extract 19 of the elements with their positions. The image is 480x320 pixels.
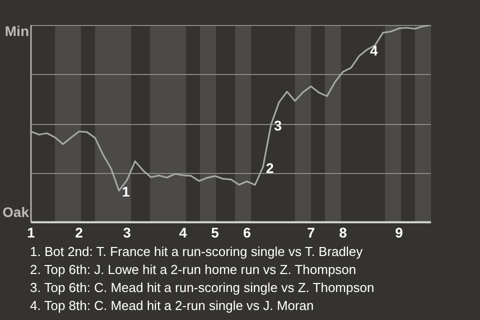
x-tick-label: 5 bbox=[211, 224, 220, 240]
text: Oak bbox=[2, 204, 30, 220]
text: 2. Top 6th: J. Lowe hit a 2-run home run vs Z. Thompson bbox=[30, 261, 358, 279]
x-tick-label: 3 bbox=[123, 224, 132, 240]
text: 4. Top 8th: C. Mead hit a 2-run single vs J. Moran bbox=[30, 297, 315, 315]
annotation: 1 bbox=[122, 184, 130, 200]
x-tick-label: 9 bbox=[395, 224, 404, 240]
text: 1. Bot 2nd: T. France hit a run-scoring single vs T. Bradley bbox=[30, 243, 364, 261]
text: Min bbox=[4, 22, 29, 39]
annotation: 4 bbox=[370, 42, 378, 59]
text: 3. Top 6th: C. Mead hit a run-scoring single vs Z. Thompson bbox=[30, 279, 374, 297]
x-tick-label: 1 bbox=[27, 224, 36, 240]
x-tick-label: 7 bbox=[307, 224, 316, 240]
x-tick-label: 8 bbox=[339, 224, 348, 240]
annotation: 3 bbox=[274, 118, 282, 134]
x-tick-label: 6 bbox=[243, 224, 252, 240]
x-tick-label: 4 bbox=[179, 224, 188, 240]
annotation: 2 bbox=[266, 160, 274, 176]
x-tick-label: 2 bbox=[75, 224, 84, 240]
